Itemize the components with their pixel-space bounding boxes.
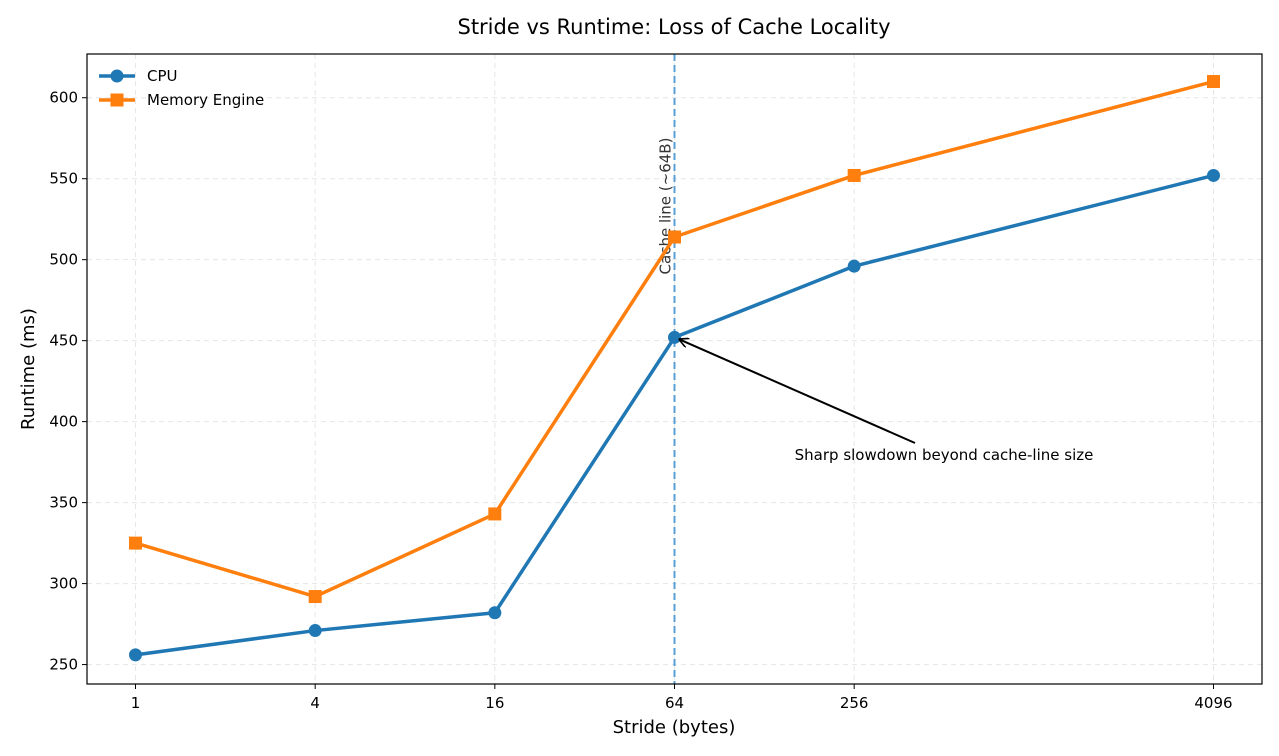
annotation-text: Sharp slowdown beyond cache-line size bbox=[795, 446, 1094, 464]
chart-title: Stride vs Runtime: Loss of Cache Localit… bbox=[457, 15, 890, 39]
annotation-group: Sharp slowdown beyond cache-line size bbox=[680, 339, 1094, 464]
x-tick-label: 4 bbox=[310, 694, 320, 712]
series-line-cpu bbox=[135, 173, 1214, 657]
y-tick-label: 550 bbox=[49, 170, 78, 188]
y-axis-label: Runtime (ms) bbox=[18, 308, 39, 430]
data-point-memory-engine bbox=[488, 507, 502, 521]
cache-line-marker: Cache line (~64B) bbox=[657, 54, 676, 684]
data-point-memory-engine bbox=[129, 536, 143, 550]
x-tick-label: 1 bbox=[131, 694, 141, 712]
x-axis: 1 4 16 64 256 4096 bbox=[131, 684, 1233, 712]
data-point-cpu bbox=[668, 330, 681, 344]
y-tick-label: 250 bbox=[49, 656, 78, 674]
data-point-cpu bbox=[1206, 168, 1220, 182]
data-point-cpu bbox=[129, 648, 143, 662]
y-tick-label: 400 bbox=[49, 413, 78, 431]
data-point-cpu bbox=[847, 259, 861, 273]
annotation-arrow bbox=[680, 339, 916, 444]
x-axis-label: Stride (bytes) bbox=[613, 717, 736, 738]
legend-marker-cpu bbox=[110, 69, 124, 83]
legend-label-cpu: CPU bbox=[147, 67, 178, 85]
legend: CPU Memory Engine bbox=[99, 67, 264, 109]
data-point-cpu bbox=[308, 624, 322, 638]
legend-marker-memory-engine bbox=[110, 93, 124, 107]
series-line-memory-engine bbox=[135, 79, 1214, 599]
y-tick-label: 600 bbox=[49, 89, 78, 107]
y-tick-label: 350 bbox=[49, 494, 78, 512]
y-tick-label: 450 bbox=[49, 332, 78, 350]
x-tick-label: 256 bbox=[840, 694, 869, 712]
data-point-memory-engine bbox=[308, 590, 322, 604]
data-point-memory-engine bbox=[668, 230, 681, 244]
series-group bbox=[129, 75, 1220, 662]
y-tick-label: 500 bbox=[49, 251, 78, 269]
x-tick-label: 4096 bbox=[1194, 694, 1232, 712]
y-axis: 250 300 350 400 450 500 550 600 bbox=[49, 89, 87, 674]
x-tick-label: 64 bbox=[665, 694, 684, 712]
x-tick-label: 16 bbox=[485, 694, 504, 712]
y-tick-label: 300 bbox=[49, 575, 78, 593]
legend-label-memory-engine: Memory Engine bbox=[147, 91, 264, 109]
data-point-cpu bbox=[488, 606, 502, 620]
data-point-memory-engine bbox=[847, 168, 861, 182]
data-point-memory-engine bbox=[1206, 75, 1220, 89]
